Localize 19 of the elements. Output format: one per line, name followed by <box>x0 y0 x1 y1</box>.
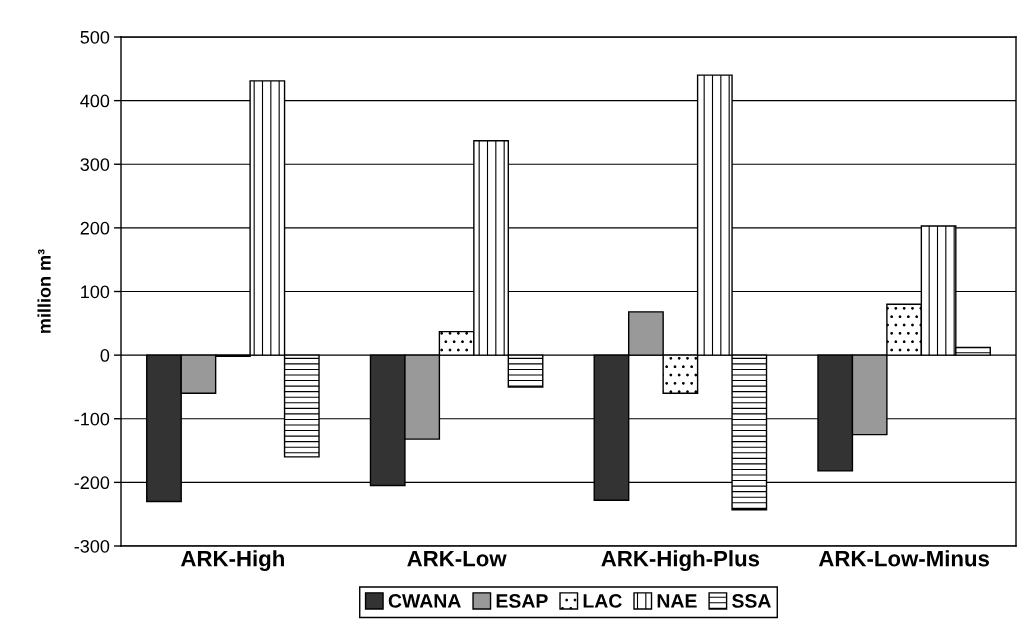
y-axis-title: million m³ <box>37 249 51 333</box>
y-tick-label: 400 <box>80 94 110 108</box>
y-tick-label: -200 <box>74 476 110 490</box>
legend-label: ESAP <box>496 594 548 608</box>
legend-label: NAE <box>657 594 697 608</box>
x-tick-label: ARK-Low <box>407 550 507 567</box>
legend-label: LAC <box>583 594 622 608</box>
y-tick-label: 0 <box>100 349 110 362</box>
x-tick-label: ARK-High-Plus <box>601 550 760 571</box>
y-tick-label: 100 <box>81 285 110 299</box>
y-tick-label: -300 <box>74 539 110 553</box>
legend-label: SSA <box>732 594 771 608</box>
x-tick-label: ARK-Low-Minus <box>818 550 989 567</box>
y-tick-label: 200 <box>80 221 110 235</box>
x-tick-label: ARK-High <box>180 550 284 571</box>
y-tick-label: 500 <box>80 30 110 44</box>
y-tick-label: -100 <box>74 412 110 426</box>
legend-label: CWANA <box>388 594 461 608</box>
y-tick-label: 300 <box>80 158 110 171</box>
